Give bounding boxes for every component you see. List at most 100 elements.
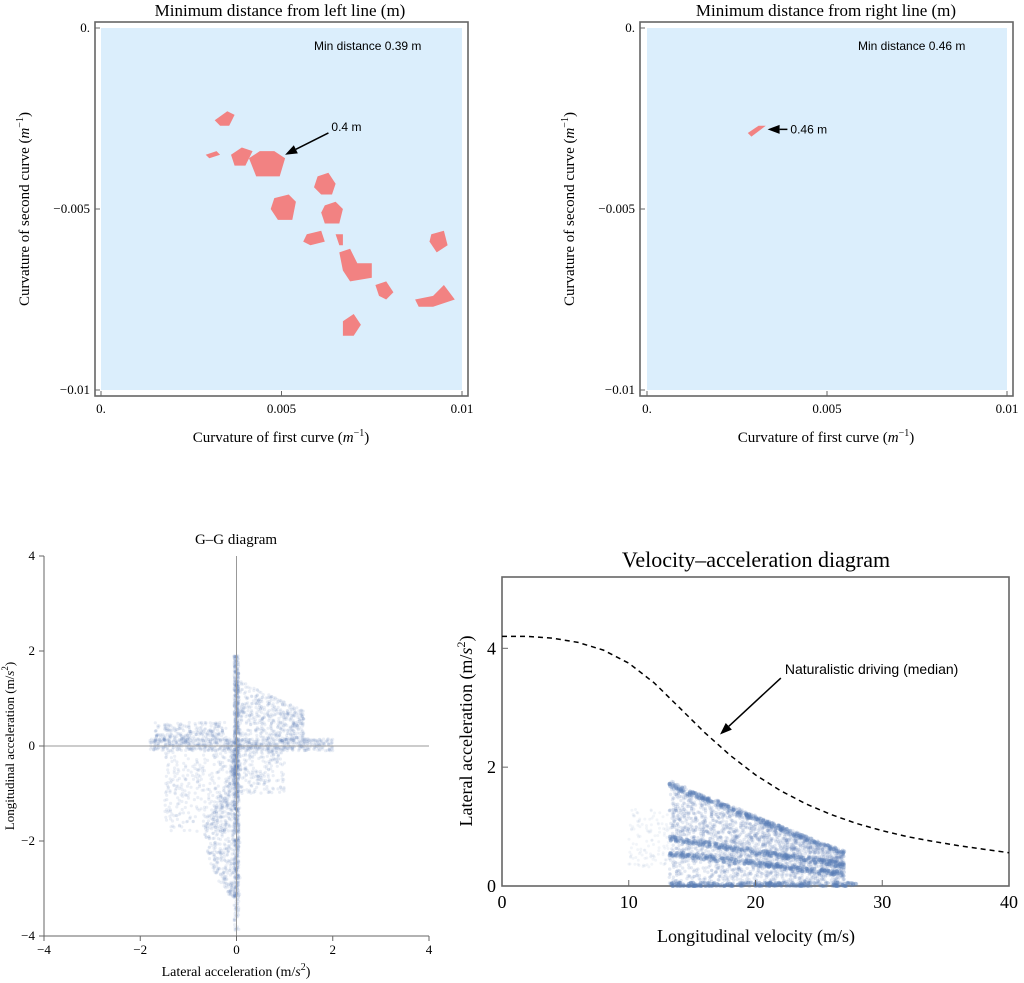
gg-point xyxy=(236,657,240,662)
gg-point xyxy=(154,729,158,733)
gg-point xyxy=(180,807,184,812)
gg-point xyxy=(232,753,236,757)
gg-point xyxy=(237,813,241,817)
gg-point xyxy=(232,712,236,716)
gg-y-label-text: Longitudinal acceleration (m/ xyxy=(2,675,17,830)
right-y-tick-label-1: −0.005 xyxy=(598,201,635,216)
left-region-7 xyxy=(303,230,325,246)
gg-point xyxy=(236,747,240,751)
gg-point xyxy=(233,842,237,847)
gg-point xyxy=(268,789,272,794)
gg-point xyxy=(232,800,236,805)
gg-point xyxy=(260,724,264,729)
gg-point xyxy=(182,736,186,740)
gg-point xyxy=(199,797,203,801)
gg-point xyxy=(242,746,246,751)
gg-point xyxy=(179,722,183,726)
gg-point xyxy=(233,869,237,873)
gg-point xyxy=(236,789,240,793)
gg-point xyxy=(227,816,231,820)
gg-point xyxy=(164,818,169,822)
gg-point xyxy=(281,703,285,707)
gg-point xyxy=(237,720,241,724)
gg-point xyxy=(282,761,286,765)
gg-point xyxy=(272,756,276,761)
gg-point xyxy=(255,714,259,719)
gg-point xyxy=(210,748,214,752)
gg-point xyxy=(232,657,236,661)
gg-point xyxy=(263,729,267,733)
gg-point xyxy=(232,844,236,848)
va-point xyxy=(742,837,746,842)
gg-point xyxy=(247,706,252,710)
gg-point xyxy=(237,712,241,716)
gg-point xyxy=(233,820,237,824)
gg-point xyxy=(250,784,254,788)
va-point xyxy=(668,792,673,797)
gg-point xyxy=(232,822,236,826)
gg-point xyxy=(240,785,244,789)
gg-point xyxy=(233,688,237,692)
gg-point xyxy=(182,768,186,772)
gg-point xyxy=(236,680,241,684)
gg-point xyxy=(237,684,241,689)
gg-point xyxy=(236,777,240,781)
gg-point xyxy=(176,767,180,771)
gg-point xyxy=(271,774,275,778)
gg-point xyxy=(207,741,211,746)
gg-point xyxy=(275,697,279,702)
gg-point xyxy=(236,731,240,735)
gg-point xyxy=(237,906,241,910)
gg-point xyxy=(236,737,240,742)
gg-point xyxy=(176,796,180,800)
gg-point xyxy=(232,750,236,754)
va-point xyxy=(703,869,707,873)
gg-point xyxy=(233,886,237,890)
gg-point xyxy=(233,828,237,832)
gg-point xyxy=(236,795,240,799)
gg-point xyxy=(236,859,241,863)
gg-point xyxy=(242,767,246,771)
left-x-tick-label-1: 0.005 xyxy=(267,401,296,416)
gg-point xyxy=(212,816,216,820)
left-x-label-exp: −1 xyxy=(354,428,365,439)
gg-point xyxy=(233,867,237,871)
gg-point xyxy=(233,802,237,806)
gg-point xyxy=(248,751,253,755)
gg-point xyxy=(219,819,223,823)
gg-point xyxy=(232,903,236,907)
gg-point xyxy=(237,894,241,898)
gg-point xyxy=(225,806,229,810)
gg-point xyxy=(203,761,207,765)
left-y-label-text: Curvature of second curve ( xyxy=(17,139,33,306)
gg-point xyxy=(254,729,258,733)
gg-point xyxy=(192,798,196,802)
gg-point xyxy=(244,778,248,783)
gg-point xyxy=(237,821,241,825)
gg-point xyxy=(236,736,241,740)
gg-point xyxy=(233,719,237,724)
gg-point xyxy=(271,769,275,774)
va-point xyxy=(738,877,743,881)
gg-point xyxy=(237,850,241,855)
gg-point xyxy=(218,793,222,797)
gg-point xyxy=(254,769,258,773)
gg-point xyxy=(232,800,236,804)
gg-point xyxy=(224,726,228,730)
gg-point xyxy=(236,809,240,813)
gg-point xyxy=(233,693,237,697)
gg-point xyxy=(244,714,248,719)
gg-point xyxy=(226,861,230,865)
left-x-label-unit: m xyxy=(343,430,354,446)
gg-point xyxy=(309,741,314,745)
gg-point xyxy=(250,771,254,775)
left-x-axis-label: Curvature of first curve (m−1) xyxy=(193,428,369,446)
left-arrow-label: 0.4 m xyxy=(331,120,361,134)
gg-point xyxy=(233,839,237,843)
gg-point xyxy=(233,750,237,754)
gg-point xyxy=(250,759,254,763)
left-y-tick-label-1: −0.005 xyxy=(53,201,90,216)
gg-point xyxy=(237,711,241,716)
